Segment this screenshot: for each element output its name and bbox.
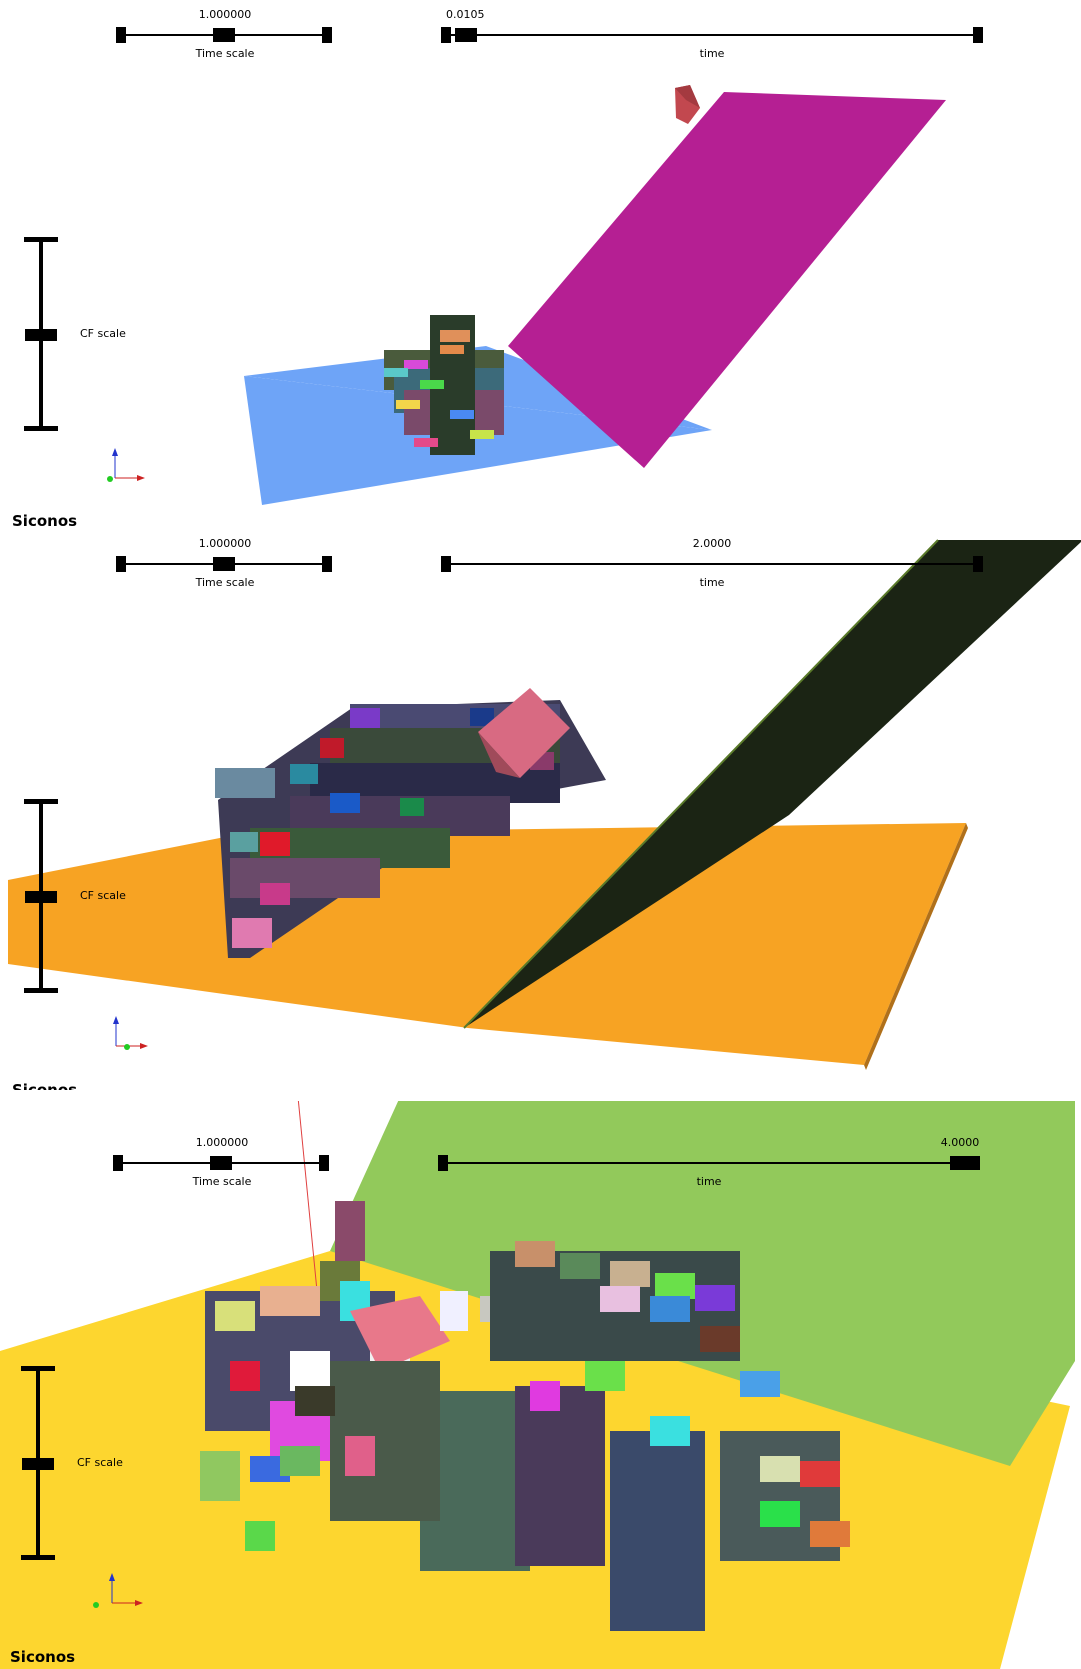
axes-triad: [113, 1016, 148, 1050]
time-slider-knob[interactable]: [455, 28, 477, 42]
time-slider-left-handle[interactable]: [438, 1155, 448, 1171]
boulder: [478, 688, 570, 778]
brick-wall: [215, 688, 606, 958]
time-value: 2.0000: [692, 538, 732, 550]
scene-3: [0, 1101, 1075, 1669]
brick-fragments: [200, 1361, 705, 1631]
time-slider-right-handle[interactable]: [973, 27, 983, 43]
siconos-logo: Siconos: [12, 1081, 78, 1090]
time-scale-left-handle[interactable]: [113, 1155, 123, 1171]
time-scale-right-handle[interactable]: [319, 1155, 329, 1171]
time-slider-widget: [441, 27, 983, 43]
render-panel-2: 1.000000 Time scale 2.0000 time CF scale…: [0, 538, 1081, 1090]
falling-block-face: [675, 85, 700, 108]
ground-plane: [244, 376, 712, 505]
time-scale-value: 1.000000: [198, 8, 252, 21]
render-panel-1: 1.000000 Time scale 0.0105 time CF scale…: [0, 0, 1081, 531]
render-panel-3: [0, 1101, 1081, 1669]
time-label: time: [699, 576, 725, 589]
time-slider-widget: [441, 556, 983, 572]
time-scale-widget: [116, 27, 332, 43]
time-scale-widget: [116, 556, 332, 572]
time-scale-right-handle[interactable]: [322, 27, 332, 43]
cf-scale-knob[interactable]: [25, 891, 57, 903]
time-scale-value: 1.000000: [195, 1136, 249, 1149]
cf-scale-knob[interactable]: [25, 329, 57, 341]
time-slider-right-handle[interactable]: [973, 556, 983, 572]
axes-triad: [93, 1573, 143, 1608]
time-scale-slider-knob[interactable]: [213, 557, 235, 571]
rope-line: [297, 1101, 319, 1302]
time-scale-label: Time scale: [192, 1175, 252, 1188]
time-label: time: [699, 47, 725, 60]
time-slider-left-handle[interactable]: [441, 556, 451, 572]
ground-edge: [864, 823, 968, 1070]
time-label: time: [696, 1175, 722, 1188]
ramp-plane: [508, 92, 946, 468]
time-scale-value: 1.000000: [198, 538, 252, 550]
time-value: 0.0105: [446, 8, 485, 21]
scene-2: [8, 539, 1081, 1070]
axes-triad: [107, 448, 145, 482]
siconos-logo: Siconos: [12, 512, 78, 530]
time-slider-knob[interactable]: [950, 1156, 980, 1170]
time-scale-left-handle[interactable]: [116, 556, 126, 572]
boulder: [350, 1296, 450, 1371]
time-slider-left-handle[interactable]: [441, 27, 451, 43]
time-scale-left-handle[interactable]: [116, 27, 126, 43]
time-scale-right-handle[interactable]: [322, 556, 332, 572]
time-scale-slider-knob[interactable]: [210, 1156, 232, 1170]
cf-scale-label: CF scale: [77, 1456, 123, 1469]
cf-scale-widget: [24, 237, 58, 431]
scene-1: [244, 85, 946, 505]
cf-scale-label: CF scale: [80, 327, 126, 340]
cf-scale-knob[interactable]: [22, 1458, 54, 1470]
time-scale-label: Time scale: [195, 576, 255, 589]
brick-wall: [384, 315, 504, 455]
collapsed-wall-right: [490, 1241, 850, 1561]
cf-scale-label: CF scale: [80, 889, 126, 902]
siconos-logo: Siconos: [10, 1648, 76, 1666]
time-scale-label: Time scale: [195, 47, 255, 60]
time-scale-slider-knob[interactable]: [213, 28, 235, 42]
cf-scale-widget: [24, 799, 58, 993]
ramp-plane: [464, 540, 1081, 1028]
time-value: 4.0000: [940, 1136, 980, 1149]
